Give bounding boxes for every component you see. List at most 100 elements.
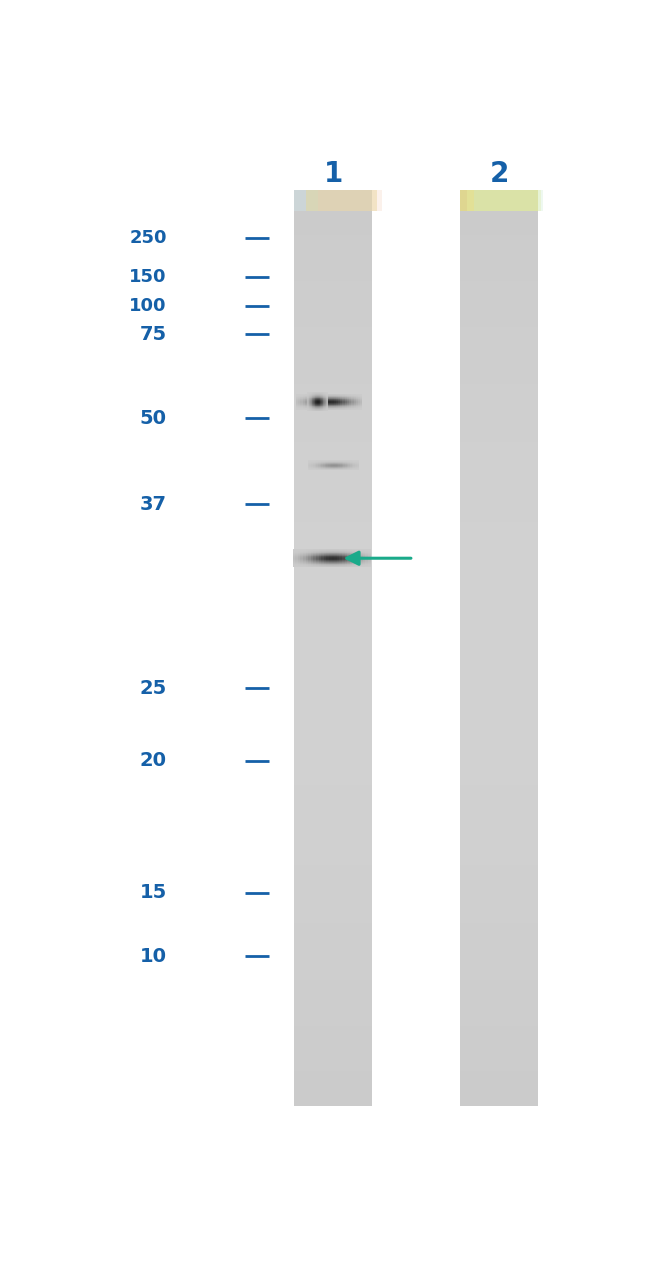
Bar [460, 373, 538, 385]
Bar [460, 842, 538, 853]
Bar [294, 922, 372, 933]
Bar [460, 269, 538, 281]
Bar [294, 819, 372, 831]
Bar [460, 636, 538, 648]
Bar [460, 201, 538, 212]
Bar [294, 591, 372, 602]
Bar [460, 476, 538, 488]
Bar [294, 522, 372, 533]
Bar [460, 339, 538, 351]
Bar [294, 751, 372, 762]
Bar [294, 876, 372, 888]
Bar [460, 945, 538, 958]
Bar [294, 431, 372, 442]
Bar [294, 831, 372, 842]
Bar [460, 659, 538, 671]
Bar [460, 969, 538, 980]
Bar [460, 1026, 538, 1038]
Bar [460, 739, 538, 751]
Bar [294, 511, 372, 522]
Text: 250: 250 [129, 230, 167, 248]
Bar [460, 1060, 538, 1072]
Bar [460, 808, 538, 819]
Bar [294, 442, 372, 453]
Bar [294, 362, 372, 373]
Bar [294, 716, 372, 728]
Bar [460, 853, 538, 865]
Bar [294, 969, 372, 980]
Bar [460, 385, 538, 396]
Bar [294, 762, 372, 773]
Bar [460, 235, 538, 246]
Text: 37: 37 [140, 495, 167, 514]
Bar [294, 1038, 372, 1049]
Bar [460, 1003, 538, 1015]
Bar [460, 911, 538, 922]
Text: 25: 25 [140, 678, 167, 697]
Bar [460, 922, 538, 933]
Bar [294, 602, 372, 613]
Bar [460, 545, 538, 556]
Bar [294, 933, 372, 945]
Bar [460, 522, 538, 533]
Bar [460, 488, 538, 499]
Bar [294, 281, 372, 292]
Bar [294, 189, 372, 201]
Bar [294, 224, 372, 235]
Bar [460, 1095, 538, 1106]
Bar [294, 419, 372, 431]
Bar [460, 933, 538, 945]
Bar [460, 292, 538, 304]
Bar [294, 396, 372, 408]
Bar [294, 545, 372, 556]
Bar [460, 716, 538, 728]
Bar [294, 1060, 372, 1072]
Bar [294, 304, 372, 315]
Bar [460, 888, 538, 899]
Bar [460, 396, 538, 408]
Bar [294, 1003, 372, 1015]
Bar [460, 1015, 538, 1026]
Bar [460, 511, 538, 522]
Bar [460, 693, 538, 705]
Bar [460, 419, 538, 431]
Bar [294, 899, 372, 911]
Bar [294, 796, 372, 808]
Bar [294, 568, 372, 579]
Bar [460, 442, 538, 453]
Bar [294, 671, 372, 682]
Bar [467, 189, 541, 211]
Bar [460, 671, 538, 682]
Bar [294, 212, 372, 224]
Bar [294, 488, 372, 499]
Bar [460, 246, 538, 258]
Text: 100: 100 [129, 297, 167, 315]
Bar [294, 865, 372, 876]
Bar [460, 281, 538, 292]
Bar [306, 189, 377, 211]
Bar [294, 693, 372, 705]
Bar [294, 625, 372, 636]
Bar [460, 705, 538, 716]
Bar [460, 362, 538, 373]
Bar [460, 980, 538, 992]
Bar [460, 751, 538, 762]
Bar [294, 842, 372, 853]
Bar [294, 351, 372, 362]
Bar [294, 888, 372, 899]
Bar [294, 258, 372, 269]
Bar [460, 773, 538, 785]
Bar [460, 408, 538, 419]
Bar [460, 648, 538, 659]
Bar [474, 189, 543, 211]
Bar [460, 315, 538, 326]
Bar [460, 189, 538, 211]
Bar [460, 189, 538, 201]
Bar [294, 958, 372, 969]
Bar [294, 326, 372, 339]
Bar [294, 408, 372, 419]
Bar [294, 613, 372, 625]
Bar [294, 465, 372, 476]
Bar [294, 1049, 372, 1060]
Bar [294, 705, 372, 716]
